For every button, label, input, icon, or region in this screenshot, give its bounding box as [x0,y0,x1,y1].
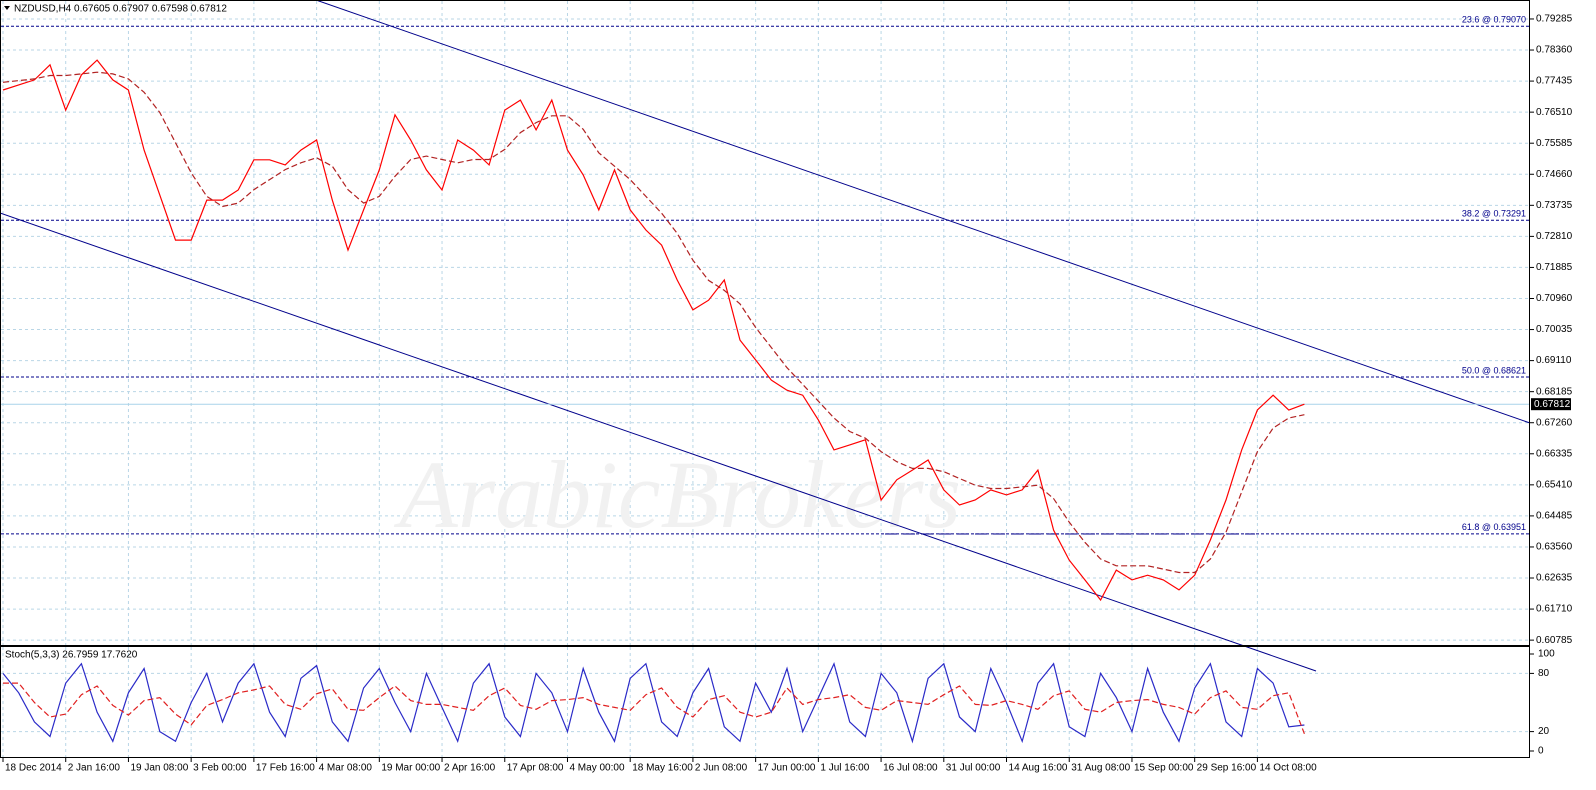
y-tick-label: 0.71885 [1536,262,1573,273]
y-tick-label: 0.67260 [1536,417,1573,428]
y-tick-label: 0.79285 [1536,14,1573,25]
fib-label: 50.0 @ 0.68621 [1462,365,1526,375]
series-line [3,682,1305,735]
series-line [2,71,1305,574]
y-tick-label: 0.64485 [1536,511,1573,522]
last-price-box [1531,398,1571,411]
y-tick-label: 0.73735 [1536,200,1573,211]
x-tick-label: 16 Jul 08:00 [883,763,938,774]
fib-label: 38.2 @ 0.73291 [1462,209,1526,219]
x-tick-label: 29 Sep 16:00 [1197,763,1257,774]
x-tick-label: 3 Feb 00:00 [193,763,247,774]
channel-upper [315,0,1531,424]
grid [1,1,1530,757]
x-tick-label: 14 Oct 08:00 [1259,763,1317,774]
y-tick-label: 0.61710 [1536,604,1573,615]
y-tick-label: 0.75585 [1536,138,1573,149]
y-tick-label: 0.78360 [1536,45,1573,56]
watermark: ArabicBrokers [393,441,961,548]
stoch-title: Stoch(5,3,3) 26.7959 17.7620 [5,650,138,661]
y-tick-label: 20 [1538,726,1550,737]
chart-title: NZDUSD,H4 0.67605 0.67907 0.67598 0.6781… [14,4,227,15]
x-tick-label: 2 Jun 08:00 [695,763,748,774]
y-tick-label: 0.62635 [1536,573,1573,584]
y-tick-label: 0.72810 [1536,231,1573,242]
x-tick-label: 17 Jun 00:00 [758,763,816,774]
y-tick-label: 0.70035 [1536,324,1573,335]
series-line [2,59,1305,602]
x-tick-label: 4 May 00:00 [569,763,624,774]
y-tick-label: 100 [1538,649,1555,660]
x-tick-label: 19 Jan 08:00 [130,763,188,774]
x-tick-label: 14 Aug 16:00 [1009,763,1068,774]
y-tick-label: 0.74660 [1536,169,1573,180]
x-tick-label: 17 Feb 16:00 [256,763,315,774]
y-tick-label: 80 [1538,668,1550,679]
y-tick-label: 0.70960 [1536,293,1573,304]
x-tick-label: 2 Apr 16:00 [444,763,496,774]
title-arrow [4,6,10,10]
fib-label: 61.8 @ 0.63951 [1462,522,1526,532]
x-tick-label: 4 Mar 08:00 [319,763,373,774]
x-tick-label: 18 Dec 2014 [5,763,62,774]
x-tick-label: 19 Mar 00:00 [381,763,440,774]
y-tick-label: 0.69110 [1536,355,1572,366]
y-tick-label: 0.60785 [1536,635,1573,646]
x-tick-label: 1 Jul 16:00 [820,763,869,774]
series-line [2,661,1305,744]
x-tick-label: 2 Jan 16:00 [68,763,121,774]
y-tick-label: 0.65410 [1536,479,1573,490]
x-tick-label: 18 May 16:00 [632,763,693,774]
x-tick-label: 15 Sep 00:00 [1134,763,1194,774]
stoch-frame [0,646,1530,758]
y-tick-label: 0.66335 [1536,448,1573,459]
y-tick-label: 0.76510 [1536,107,1573,118]
y-tick-label: 0.77435 [1536,76,1573,87]
y-tick-label: 0.63560 [1536,542,1573,553]
y-tick-label: 0.68185 [1536,386,1573,397]
last-price-label: 0.67812 [1534,399,1571,410]
x-tick-label: 31 Jul 00:00 [946,763,1001,774]
x-tick-label: 31 Aug 08:00 [1071,763,1130,774]
y-tick-label: 0 [1538,746,1544,757]
main-frame [0,0,1530,646]
x-tick-label: 17 Apr 08:00 [507,763,564,774]
plot: 23.6 @ 0.79070 38.2 @ 0.73291 50.0 @ 0.686… [1,15,1530,744]
fib-label: 23.6 @ 0.79070 [1462,15,1526,25]
